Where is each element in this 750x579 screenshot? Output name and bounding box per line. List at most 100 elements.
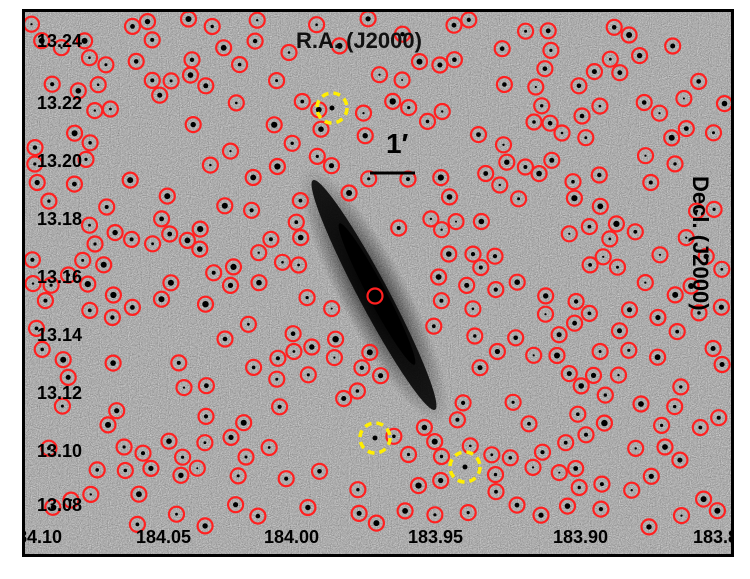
star (32, 145, 38, 150)
source-marker (493, 40, 511, 58)
star (257, 251, 260, 254)
star (362, 112, 365, 115)
source-marker (570, 478, 588, 497)
star (590, 372, 597, 378)
source-marker (203, 17, 221, 36)
source-marker (360, 170, 378, 188)
source-marker (59, 368, 77, 386)
source-marker (460, 12, 478, 29)
star (33, 162, 37, 166)
source-marker (33, 32, 51, 50)
source-markers (25, 12, 731, 536)
star (568, 232, 571, 235)
source-marker (396, 502, 414, 520)
source-marker (74, 251, 92, 269)
star (290, 141, 294, 145)
star (421, 424, 428, 431)
star (576, 412, 580, 417)
source-marker (440, 245, 458, 263)
star (176, 360, 181, 365)
source-marker (425, 317, 443, 335)
star (556, 332, 562, 338)
source-marker (642, 173, 660, 192)
source-marker (161, 225, 179, 243)
source-marker (543, 151, 561, 169)
star (189, 57, 195, 62)
star (587, 224, 592, 229)
star (157, 92, 163, 98)
star (300, 99, 305, 104)
star (209, 163, 212, 167)
star (524, 29, 528, 33)
source-marker (243, 201, 261, 219)
source-marker (101, 100, 120, 118)
x-tick-label: 184.10 (25, 527, 63, 547)
star (490, 453, 494, 457)
source-marker (349, 481, 367, 499)
star (315, 106, 322, 113)
star (197, 246, 203, 252)
source-marker (299, 366, 317, 384)
source-marker (62, 491, 80, 509)
star (613, 220, 620, 227)
source-marker (590, 166, 608, 184)
source-marker (197, 377, 215, 395)
star (576, 83, 582, 89)
star (178, 472, 184, 478)
source-marker (26, 139, 44, 157)
source-marker (33, 340, 51, 358)
source-marker (594, 248, 612, 266)
source-marker (454, 394, 472, 412)
source-marker (708, 502, 727, 520)
star (140, 451, 146, 456)
source-marker (656, 438, 674, 456)
source-marker (162, 72, 180, 90)
source-marker (162, 274, 180, 292)
star (697, 311, 701, 315)
star (680, 514, 683, 517)
source-marker (517, 22, 535, 40)
star (617, 328, 622, 334)
source-marker (262, 230, 280, 248)
source-marker (415, 418, 433, 437)
star (698, 425, 703, 430)
star (573, 299, 579, 304)
star (236, 474, 240, 478)
star (130, 24, 135, 29)
star (109, 107, 112, 111)
source-marker (501, 449, 519, 467)
source-marker (567, 292, 585, 311)
source-marker (152, 290, 171, 308)
star (703, 253, 709, 260)
star (43, 298, 48, 303)
star (719, 362, 725, 367)
source-marker (89, 76, 107, 94)
star (644, 154, 647, 157)
source-marker (694, 490, 713, 508)
star (591, 69, 597, 75)
star (71, 130, 78, 137)
star (462, 464, 468, 470)
source-marker (191, 240, 209, 258)
y-tick-label: 13.14 (37, 325, 83, 345)
source-marker (103, 308, 122, 327)
source-marker (486, 466, 505, 484)
source-marker (216, 197, 234, 215)
star (721, 100, 728, 107)
source-marker (636, 147, 655, 165)
source-marker (138, 13, 157, 31)
star (433, 513, 437, 517)
star (540, 450, 545, 455)
star (633, 229, 638, 234)
star (256, 279, 262, 286)
star (130, 305, 135, 310)
source-marker (596, 386, 614, 404)
source-marker (235, 414, 253, 432)
star (294, 220, 299, 225)
star (49, 283, 53, 287)
source-marker (353, 359, 371, 377)
highlight-markers (315, 91, 482, 484)
star (627, 348, 631, 352)
star (69, 499, 73, 502)
source-marker (530, 165, 548, 183)
